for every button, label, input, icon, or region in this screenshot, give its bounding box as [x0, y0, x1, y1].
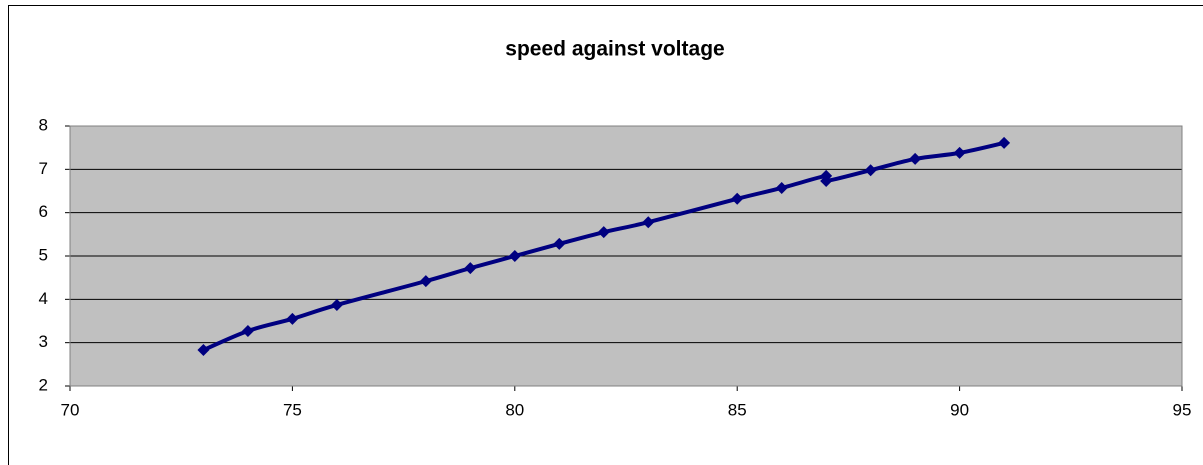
x-tick-label: 90	[950, 400, 969, 419]
y-tick-label: 8	[39, 115, 48, 134]
y-tick-label: 6	[39, 202, 48, 221]
point-marker	[642, 216, 655, 229]
point-marker	[731, 192, 744, 205]
x-tick-label: 70	[61, 400, 80, 419]
x-tick-label: 95	[1173, 400, 1192, 419]
point-marker	[998, 136, 1011, 149]
plot-border	[69, 125, 1183, 387]
y-tick-label: 4	[39, 289, 48, 308]
point-marker	[597, 226, 610, 239]
x-tick-label: 75	[283, 400, 302, 419]
x-tick-label: 85	[728, 400, 747, 419]
point-marker	[464, 262, 477, 275]
point-marker	[909, 152, 922, 165]
point-marker	[419, 275, 432, 288]
y-tick-label: 3	[39, 332, 48, 351]
point-marker	[330, 298, 343, 311]
x-tick-label: 80	[505, 400, 524, 419]
point-marker	[286, 312, 299, 325]
point-marker	[508, 250, 521, 262]
y-tick-label: 5	[39, 245, 48, 264]
point-marker	[820, 175, 833, 188]
y-tick-label: 7	[39, 159, 48, 178]
point-marker	[864, 164, 877, 177]
point-marker	[775, 181, 788, 194]
point-marker	[553, 237, 566, 250]
point-marker	[241, 324, 254, 337]
point-marker	[953, 146, 966, 159]
point-marker	[197, 344, 210, 357]
chart-title: speed against voltage	[505, 38, 724, 61]
y-tick-label: 2	[39, 375, 48, 394]
